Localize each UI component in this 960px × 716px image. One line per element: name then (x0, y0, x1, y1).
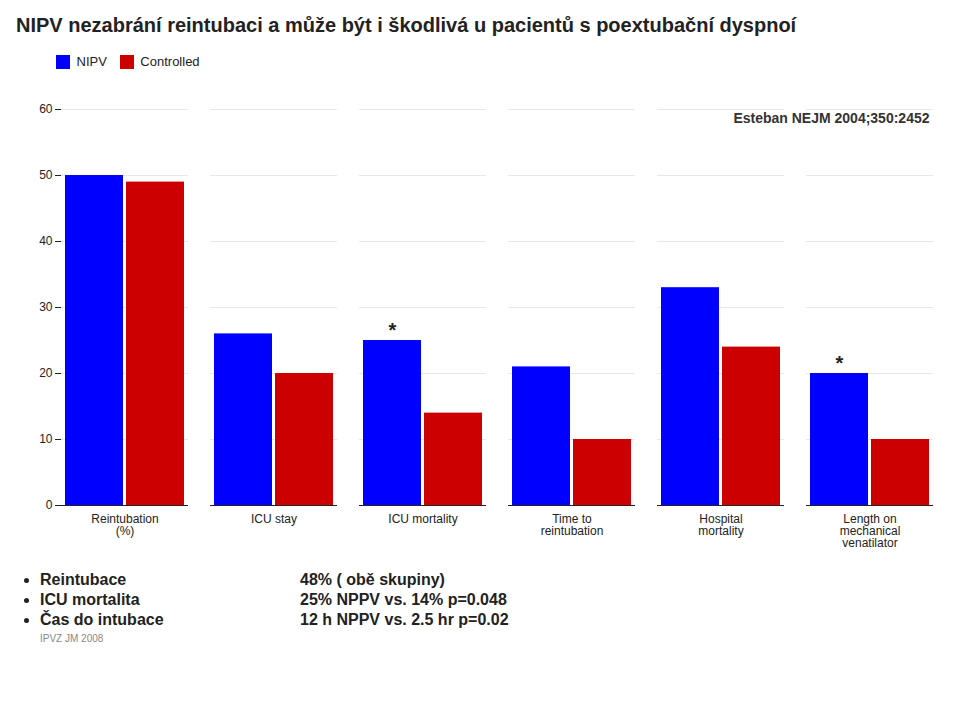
svg-text:0: 0 (46, 498, 53, 512)
svg-text:*: * (836, 351, 844, 373)
html-text:Controlled: Controlled (140, 54, 200, 69)
html-text:Reintubace: Reintubace (40, 570, 127, 588)
html-text:Čas do intubace: Čas do intubace (40, 610, 164, 628)
html-text:IPVZ JM 2008: IPVZ JM 2008 (40, 632, 104, 644)
html-text:12 h NPPV vs. 2.5 hr p=0.02: 12 h NPPV vs. 2.5 hr p=0.02 (300, 610, 509, 628)
html-text:NIPV: NIPV (76, 54, 107, 69)
svg-text:20: 20 (39, 366, 53, 380)
svg-text:10: 10 (39, 432, 53, 446)
html-text:25% NPPV vs. 14% p=0.048: 25% NPPV vs. 14% p=0.048 (300, 590, 507, 608)
svg-text:Esteban NEJM 2004;350:2452: Esteban NEJM 2004;350:2452 (733, 110, 929, 126)
svg-text:Reintubation(%): Reintubation(%) (91, 512, 158, 538)
svg-text:*: * (389, 318, 397, 340)
svg-text:ICU mortality: ICU mortality (388, 512, 457, 526)
svg-text:Length onmechanicalvenatilator: Length onmechanicalvenatilator (840, 512, 901, 550)
svg-text:ICU stay: ICU stay (251, 512, 297, 526)
html-text:48% ( obě skupiny): 48% ( obě skupiny) (300, 570, 445, 588)
svg-text:Hospitalmortality: Hospitalmortality (698, 512, 743, 538)
svg-text:40: 40 (39, 234, 53, 248)
svg-text:50: 50 (39, 168, 53, 182)
svg-text:30: 30 (39, 300, 53, 314)
svg-text:60: 60 (39, 102, 53, 116)
html-text:ICU mortalita: ICU mortalita (40, 590, 140, 608)
svg-text:Time toreintubation: Time toreintubation (541, 512, 604, 538)
html-text:NIPV nezabrání reintubaci a mů: NIPV nezabrání reintubaci a může být i š… (16, 14, 797, 36)
